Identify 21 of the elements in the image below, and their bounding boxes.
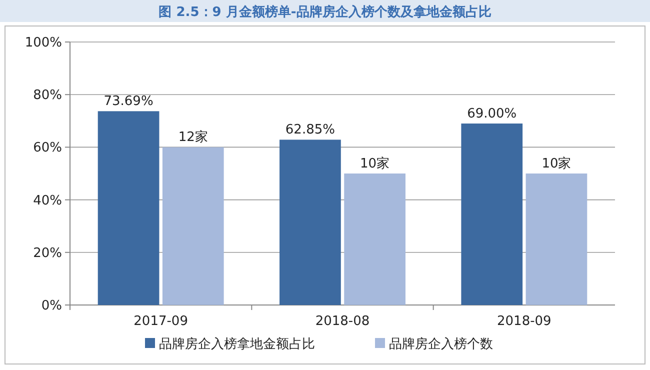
legend-label: 品牌房企入榜拿地金额占比	[159, 336, 315, 352]
data-label: 62.85%	[285, 122, 335, 138]
data-label: 73.69%	[104, 94, 154, 110]
x-tick-label: 2017-09	[134, 314, 188, 329]
bar	[461, 124, 523, 305]
bar	[98, 111, 160, 305]
legend-label: 品牌房企入榜个数	[389, 336, 493, 352]
data-label: 69.00%	[467, 106, 517, 122]
y-tick-label: 60%	[33, 140, 62, 156]
x-tick-label: 2018-08	[315, 314, 370, 329]
data-label: 12家	[178, 129, 208, 146]
data-label: 10家	[360, 156, 390, 172]
y-tick-label: 40%	[33, 193, 62, 208]
bar	[280, 140, 341, 305]
data-label: 10家	[542, 156, 572, 172]
y-tick-label: 100%	[24, 36, 62, 50]
y-tick-label: 0%	[41, 298, 62, 314]
y-tick-label: 20%	[33, 246, 62, 261]
chart-title: 图 2.5：9 月金额榜单-品牌房企入榜个数及拿地金额占比	[158, 4, 492, 20]
x-tick-label: 2018-09	[497, 314, 552, 329]
y-tick-label: 80%	[33, 88, 62, 104]
